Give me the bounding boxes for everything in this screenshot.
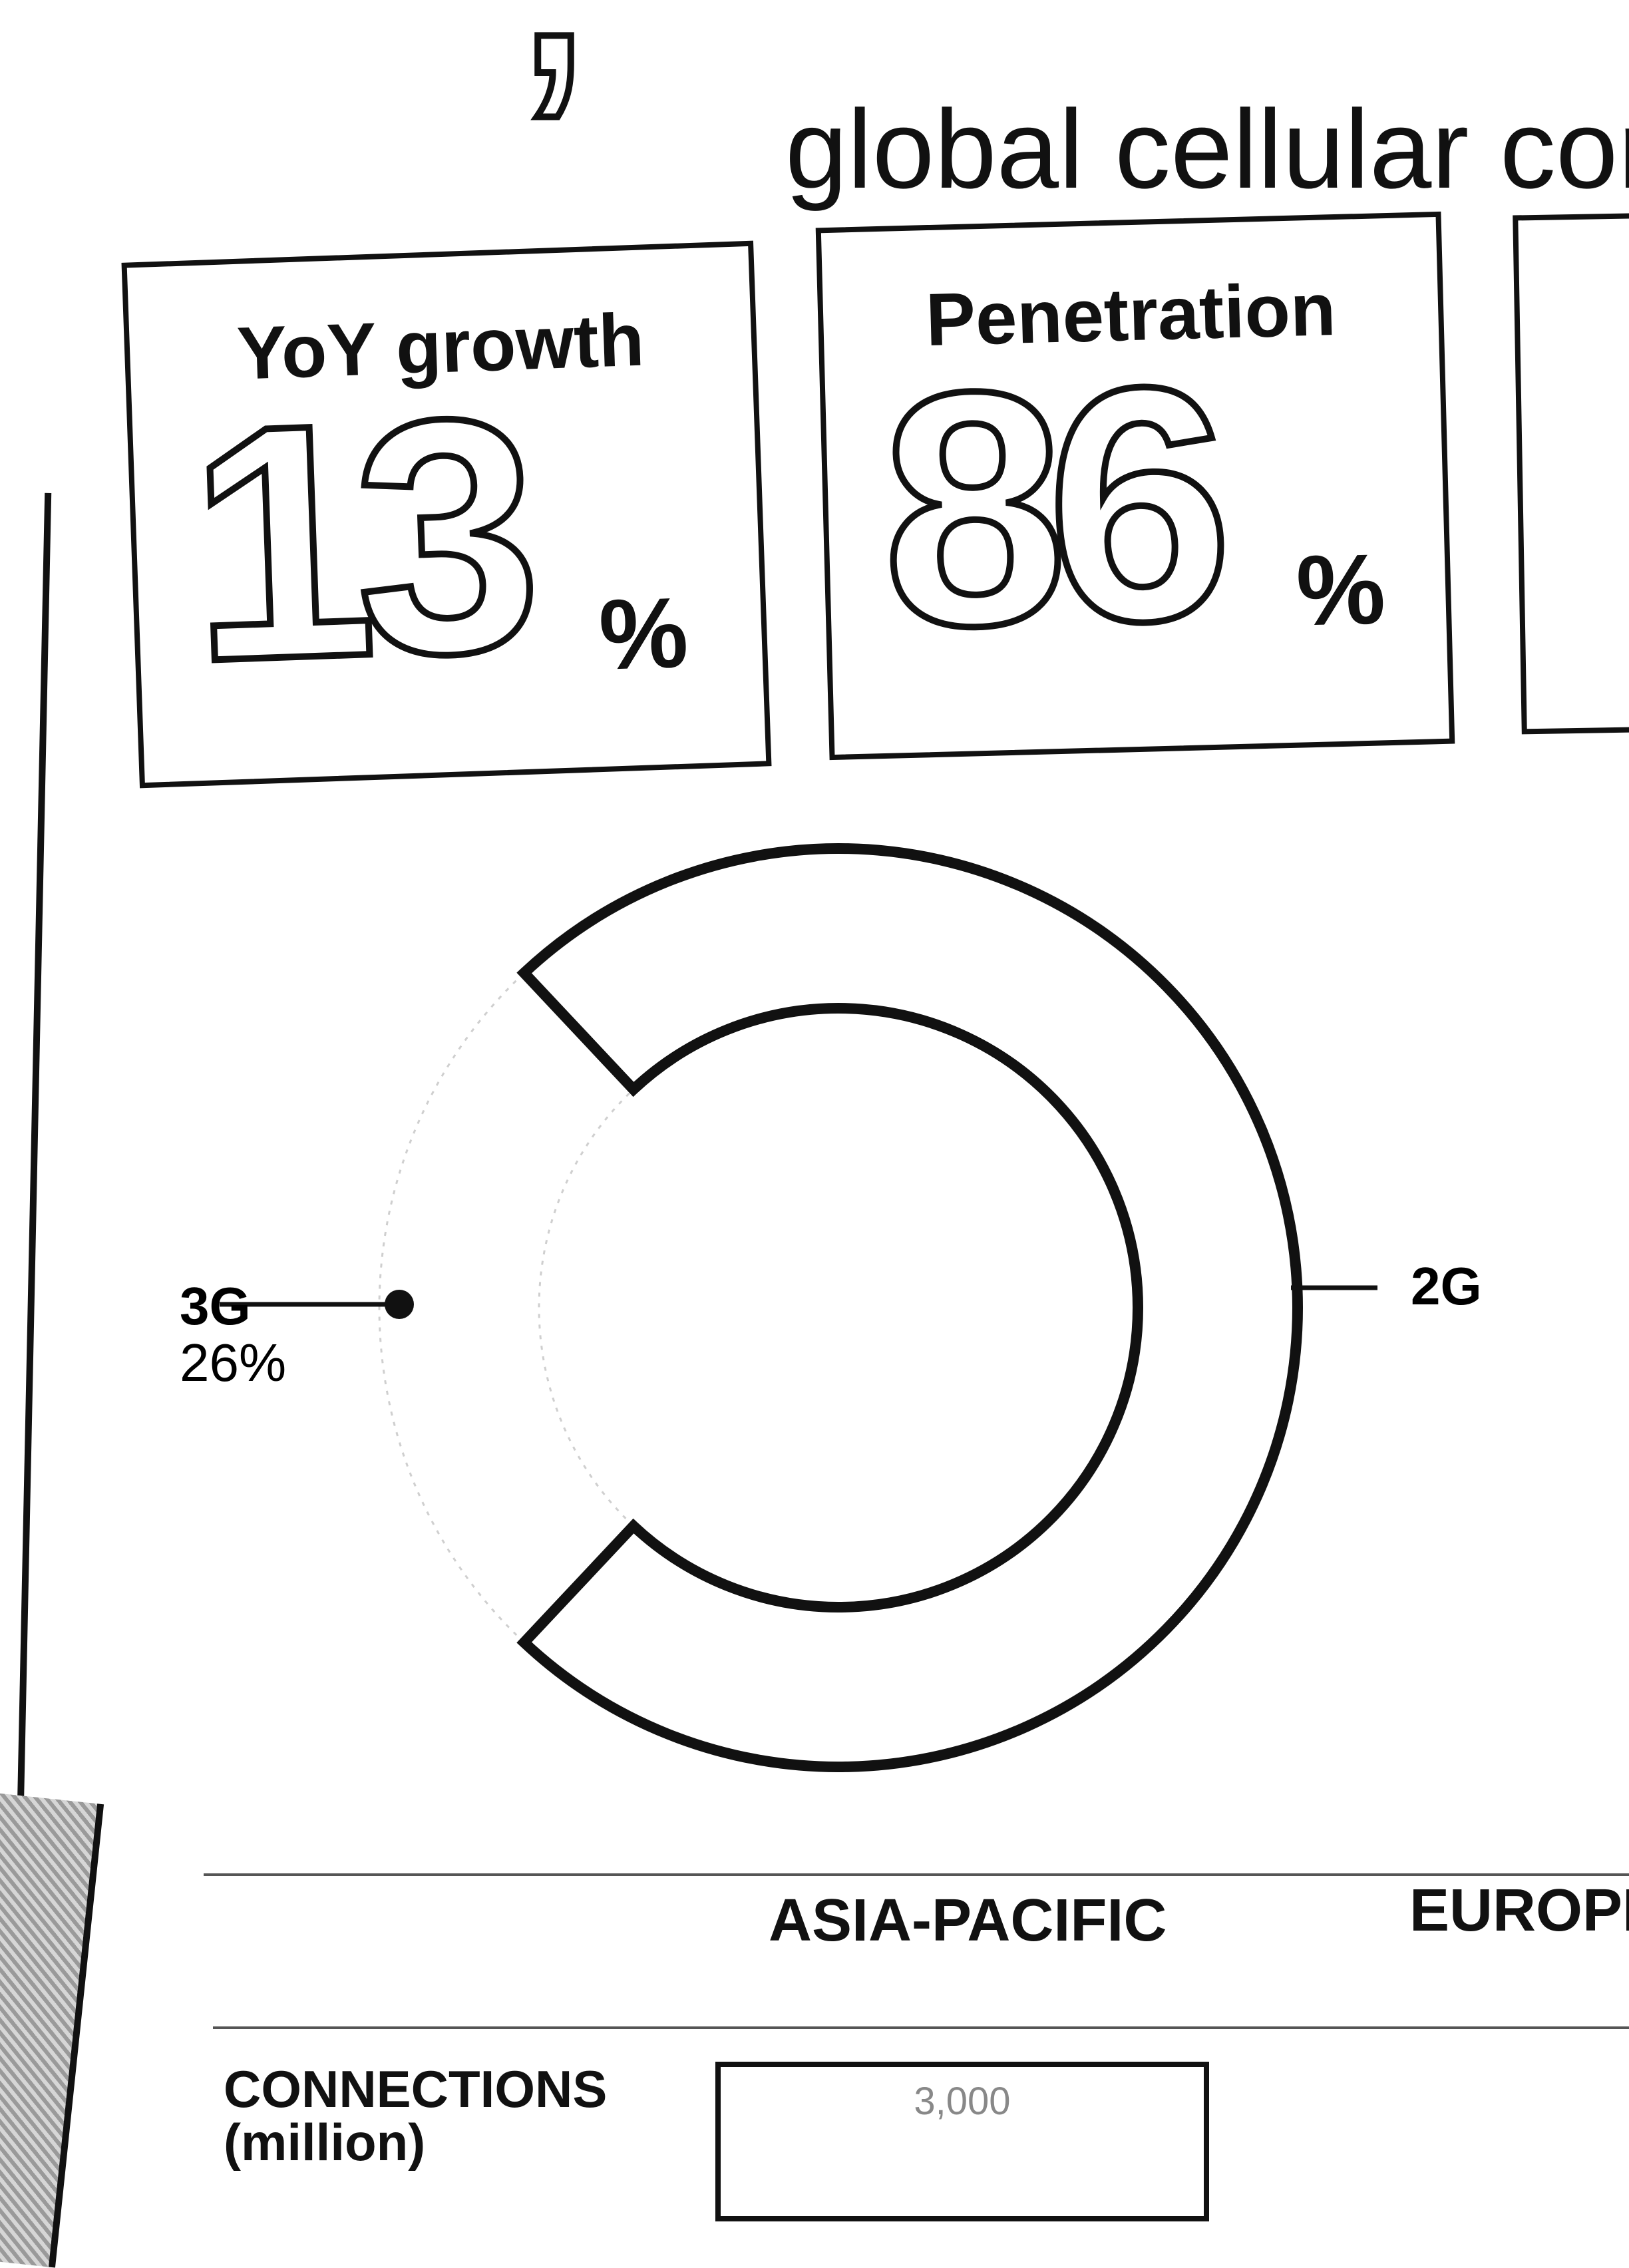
headline-number-fragment: , <box>502 0 608 130</box>
connections-row-label-line2: (million) <box>224 2112 426 2172</box>
slice-value-3g: 26% <box>180 1333 286 1392</box>
callout-2g: 2G <box>1291 1256 1482 1316</box>
table-header-rule <box>213 2026 1629 2029</box>
headline-subtitle: global cellular con <box>785 87 1629 212</box>
slice-label-2g: 2G <box>1411 1256 1482 1316</box>
callout-dot-3g <box>385 1290 414 1319</box>
donut-slice-3g <box>378 971 635 1644</box>
connections-row-label: CONNECTIONS (million) <box>224 2060 608 2172</box>
column-header-asia-pacific: ASIA-PACIFIC <box>769 1887 1167 1954</box>
slice-label-3g: 3G <box>180 1276 251 1336</box>
asia-pacific-connections-value: 3,000 <box>914 2080 1011 2123</box>
donut-slice-2g <box>516 843 1303 1772</box>
column-header-europe: EUROPE <box>1409 1877 1629 1944</box>
asia-pacific-connections-bar: 3,000 <box>715 2062 1209 2221</box>
connections-row-label-line1: CONNECTIONS <box>224 2060 608 2118</box>
table-top-rule <box>204 1873 1629 1876</box>
